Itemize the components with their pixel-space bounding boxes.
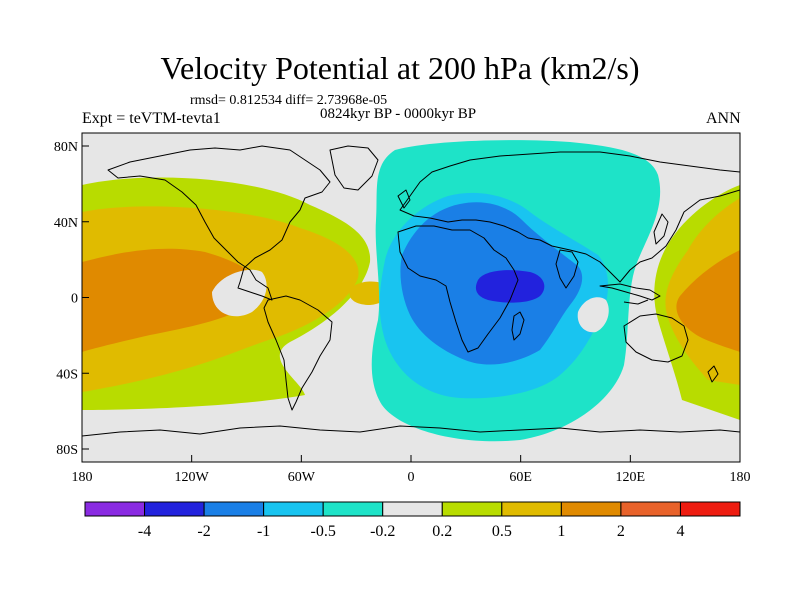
coast-indonesia: [599, 283, 661, 305]
lat-label: 80S: [56, 443, 78, 458]
lon-label: 180: [72, 470, 93, 485]
colorbar-label: -2: [197, 523, 210, 540]
colorbar-label: -0.2: [370, 523, 395, 540]
colorbar-label: 0.5: [492, 523, 512, 540]
colorbar-swatch: [679, 501, 741, 517]
contour-indian-neutral: [577, 297, 609, 333]
lon-label: 180: [730, 470, 751, 485]
lat-label: 40S: [56, 367, 78, 382]
coastlines: [82, 145, 740, 437]
coast-india: [555, 249, 579, 289]
colorbar-label: -0.5: [311, 523, 336, 540]
coast-africa: [397, 225, 519, 353]
colorbar-swatch: [203, 501, 265, 517]
coast-nz: [707, 365, 719, 383]
coast-japan: [653, 213, 669, 245]
coast-north-america: [107, 145, 331, 301]
contour-wpacific-orange: [676, 250, 740, 352]
colorbar-label: -1: [257, 523, 270, 540]
experiment-label: Expt = teVTM-tevta1: [82, 110, 221, 127]
lon-label: 60W: [288, 470, 316, 485]
map-axes: [81, 145, 741, 462]
contour-africa-deepblue: [475, 270, 545, 303]
map-field: [82, 133, 740, 462]
colorbar-swatch: [84, 501, 146, 517]
lat-label: 80N: [54, 140, 78, 155]
lon-label: 60E: [509, 470, 532, 485]
colorbar-swatch: [322, 501, 384, 517]
colorbar: -4 -2 -1 -0.5 -0.2 0.2 0.5 1 2 4: [84, 501, 741, 540]
colorbar-label: 1: [557, 523, 565, 540]
coast-europe-asia: [399, 151, 740, 283]
coast-uk: [397, 189, 411, 209]
colorbar-label: 0.2: [432, 523, 452, 540]
coast-greenland: [329, 145, 379, 191]
colorbar-label: 2: [617, 523, 625, 540]
lon-label: 120E: [616, 470, 646, 485]
rmsd-diff-stats: rmsd= 0.812534 diff= 2.73968e-05: [190, 93, 388, 108]
colorbar-swatch: [441, 501, 503, 517]
colorbar-swatch: [501, 501, 562, 517]
lon-label: 0: [408, 470, 415, 485]
colorbar-swatch: [620, 501, 681, 517]
lat-label: 40N: [54, 216, 78, 231]
season-label: ANN: [706, 110, 741, 127]
contour-pacific-orange: [82, 248, 259, 352]
coast-madagascar: [511, 311, 525, 341]
map-title: Velocity Potential at 200 hPa (km2/s): [160, 50, 640, 86]
colorbar-label: 4: [676, 523, 684, 540]
coast-australia: [623, 313, 689, 363]
contour-neutral-hole: [212, 269, 267, 317]
time-period-label: 0824kyr BP - 0000kyr BP: [320, 106, 477, 122]
colorbar-swatch: [263, 501, 324, 517]
colorbar-swatch: [560, 501, 622, 517]
coast-south-america: [263, 295, 333, 411]
lon-label: 120W: [175, 470, 210, 485]
coast-antarctica: [82, 425, 740, 437]
lat-label: 0: [71, 292, 78, 307]
colorbar-swatch: [144, 501, 205, 517]
colorbar-label: -4: [138, 523, 151, 540]
colorbar-swatch: [382, 501, 443, 517]
